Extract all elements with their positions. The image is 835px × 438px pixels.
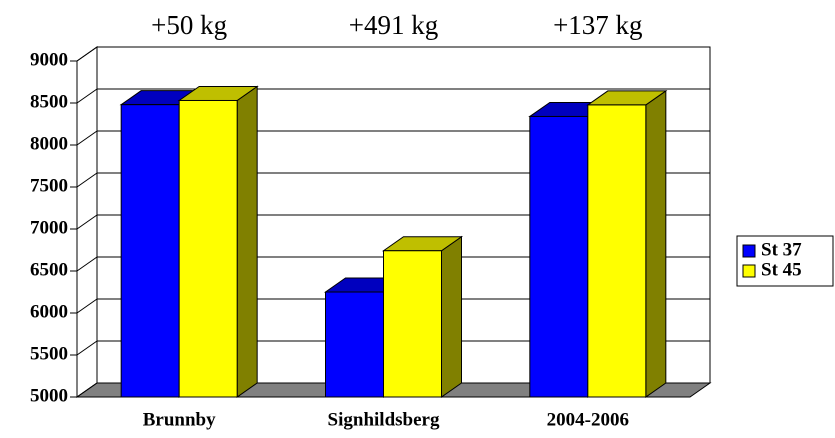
bar-front [383, 250, 442, 398]
bar-side [441, 235, 462, 398]
bar-front [120, 104, 180, 398]
y-tick-label: 8500 [30, 91, 68, 112]
legend-box [736, 235, 834, 287]
grid-line [76, 88, 98, 104]
bar-side [236, 85, 258, 398]
legend-label: St 37 [761, 239, 802, 260]
grid-line [76, 46, 98, 62]
grid-line [76, 172, 98, 188]
x-tick-label: 2004-2006 [547, 409, 629, 430]
y-tick-label: 9000 [30, 49, 68, 70]
y-tick-label: 5000 [30, 385, 68, 406]
annotation: +491 kg [349, 10, 438, 40]
grid-line [76, 256, 98, 272]
bar-front [178, 99, 238, 398]
legend-swatch [742, 244, 756, 258]
x-tick-label: Brunnby [143, 409, 216, 430]
bar [586, 89, 668, 398]
y-tick-label: 6500 [30, 259, 68, 280]
y-tick-label: 7500 [30, 175, 68, 196]
bar-side [645, 89, 667, 398]
bar [381, 235, 464, 398]
x-tick-label: Signhildsberg [328, 409, 440, 430]
grid-line [76, 340, 98, 356]
y-tick-label: 7000 [30, 217, 68, 238]
bar-front [325, 291, 384, 398]
grid-line [76, 214, 98, 230]
bar-front [529, 115, 589, 398]
annotation: +137 kg [553, 10, 642, 40]
legend-label: St 45 [761, 259, 802, 280]
grid-line [76, 130, 98, 146]
y-tick-label: 6000 [30, 301, 68, 322]
grid-line [76, 382, 98, 398]
annotation: +50 kg [151, 10, 227, 40]
y-tick-label: 5500 [30, 343, 68, 364]
legend-swatch [742, 264, 756, 278]
bar-front [587, 104, 647, 398]
bar [177, 85, 259, 398]
y-tick-label: 8000 [30, 133, 68, 154]
grid-line [76, 298, 98, 314]
